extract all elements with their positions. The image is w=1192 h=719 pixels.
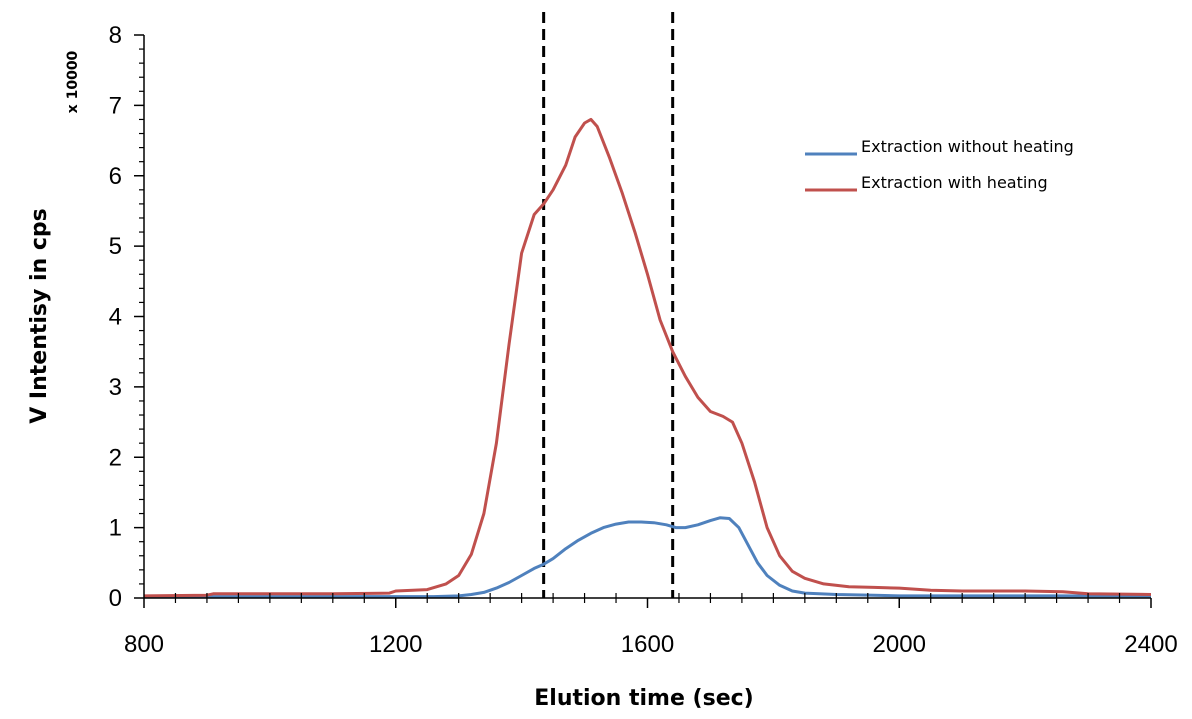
- x-tick-label: 1200: [369, 631, 422, 658]
- x-tick-label: 2400: [1124, 631, 1177, 658]
- y-tick-label: 4: [109, 304, 122, 331]
- legend: Extraction without heating Extraction wit…: [805, 137, 1074, 192]
- y-axis-title: V Intentisy in cps: [27, 208, 52, 424]
- x-axis-title: Elution time (sec): [534, 686, 753, 711]
- y-tick-label: 0: [109, 585, 122, 612]
- legend-label-1: Extraction without heating: [861, 137, 1074, 156]
- y-tick-label: 2: [109, 444, 122, 471]
- series-line-1: [144, 516, 1151, 599]
- series-lines: [143, 117, 1152, 599]
- y-tick-label: 7: [109, 92, 122, 119]
- y-tick-label: 5: [109, 233, 122, 260]
- axes: 0 1 2 3 4 5 6 7 8 800 1200 1600 2000 2400: [109, 22, 1178, 658]
- legend-label-2: Extraction with heating: [861, 173, 1048, 192]
- y-tick-label: 3: [109, 374, 122, 401]
- y-tick-label: 6: [109, 163, 122, 190]
- y-unit-label: x 10000: [65, 50, 81, 113]
- y-tick-label: 1: [109, 515, 122, 542]
- x-tick-label: 800: [124, 631, 164, 658]
- y-tick-label: 8: [109, 22, 122, 49]
- series-line-2: [143, 117, 1152, 598]
- x-tick-label: 2000: [873, 631, 926, 658]
- vertical-markers: [542, 12, 675, 598]
- x-tick-label: 1600: [621, 631, 674, 658]
